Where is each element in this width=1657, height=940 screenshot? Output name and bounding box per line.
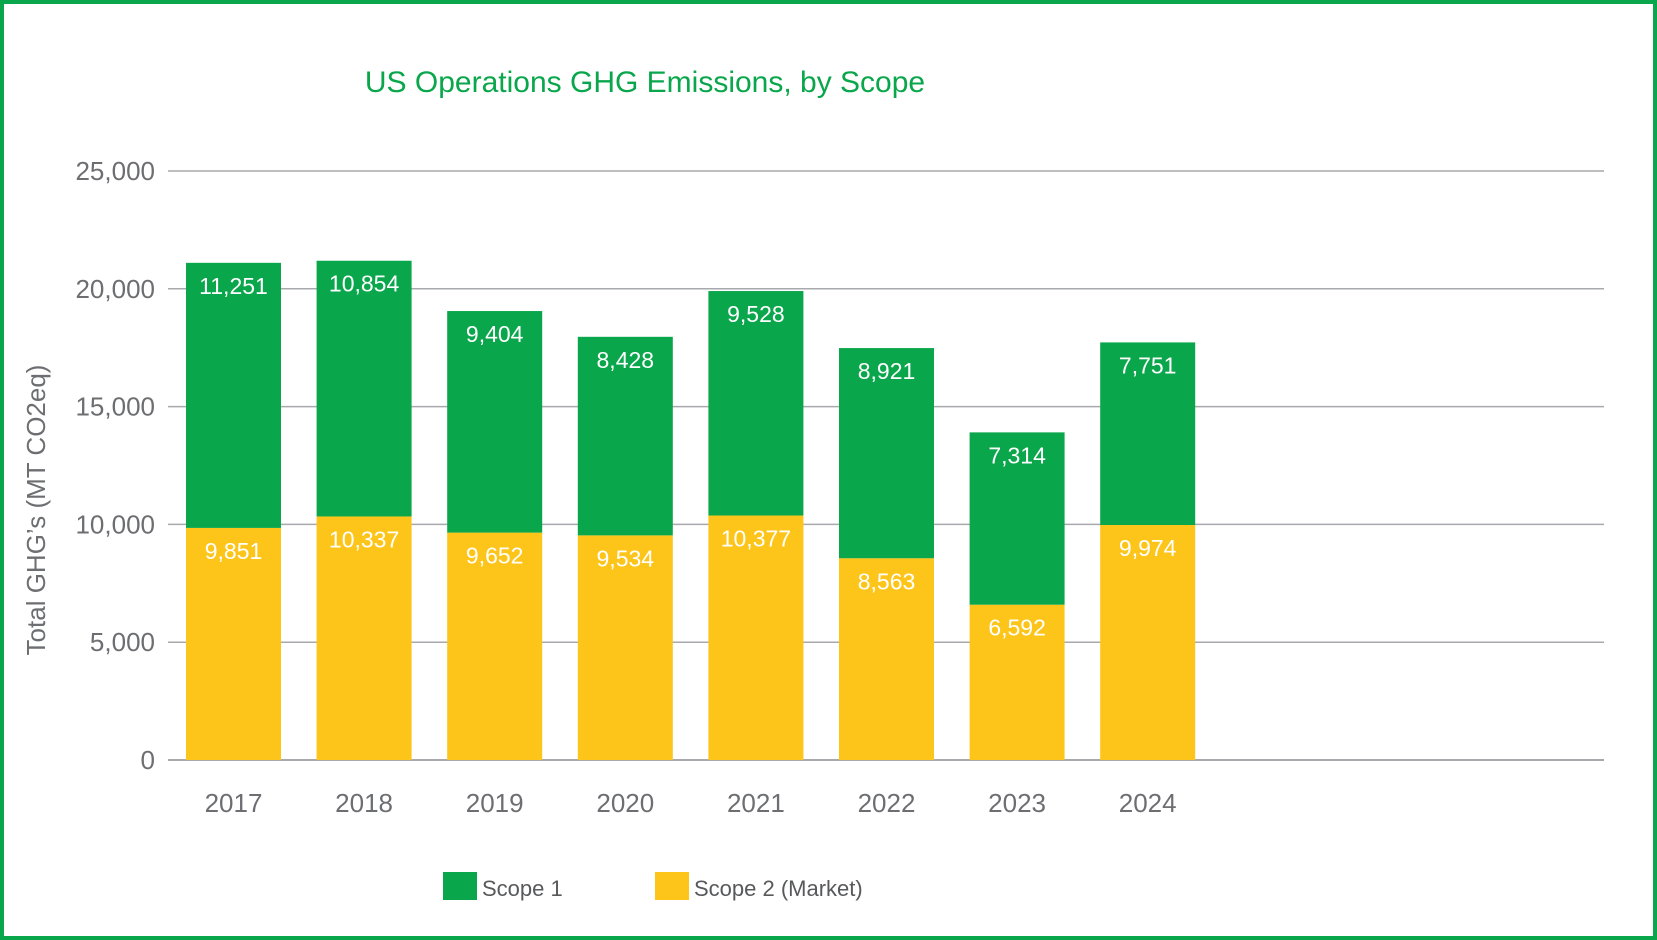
data-label-scope-1-2020: 8,428 xyxy=(597,347,655,373)
x-tick-label: 2023 xyxy=(988,788,1046,818)
data-label-scope-2-market-2019: 9,652 xyxy=(466,543,524,569)
chart-title: US Operations GHG Emissions, by Scope xyxy=(365,66,925,99)
data-label-scope-2-market-2024: 9,974 xyxy=(1119,535,1177,561)
bar-scope-2-market-2018 xyxy=(316,516,412,760)
bar-scope-2-market-2020 xyxy=(577,535,673,760)
data-label-scope-1-2021: 9,528 xyxy=(727,301,785,327)
y-tick-label: 5,000 xyxy=(90,627,155,657)
data-label-scope-2-market-2021: 10,377 xyxy=(721,526,791,552)
bar-scope-1-2024 xyxy=(1100,342,1196,526)
bar-scope-1-2019 xyxy=(447,311,543,533)
bar-scope-1-2018 xyxy=(316,260,412,517)
x-tick-label: 2024 xyxy=(1119,788,1177,818)
bar-scope-2-market-2024 xyxy=(1100,525,1196,760)
data-label-scope-1-2018: 10,854 xyxy=(329,271,400,297)
data-label-scope-2-market-2023: 6,592 xyxy=(988,615,1046,641)
data-label-scope-1-2023: 7,314 xyxy=(988,442,1046,468)
y-tick-label: 10,000 xyxy=(75,509,155,539)
y-tick-label: 25,000 xyxy=(75,156,155,186)
legend: Scope 1 Scope 2 (Market) xyxy=(443,872,863,901)
data-label-scope-2-market-2022: 8,563 xyxy=(858,568,916,594)
x-tick-label: 2019 xyxy=(466,788,524,818)
legend-label: Scope 1 xyxy=(482,876,563,901)
bar-scope-2-market-2022 xyxy=(839,558,934,760)
bar-scope-2-market-2019 xyxy=(447,532,543,760)
y-tick-label: 0 xyxy=(141,745,155,775)
bar-scope-1-2020 xyxy=(577,336,673,536)
legend-label: Scope 2 (Market) xyxy=(694,876,863,901)
x-tick-label: 2021 xyxy=(727,788,785,818)
data-label-scope-1-2022: 8,921 xyxy=(858,358,916,384)
y-tick-label: 15,000 xyxy=(75,392,155,422)
data-label-scope-1-2019: 9,404 xyxy=(466,321,524,347)
x-tick-label: 2018 xyxy=(335,788,393,818)
bar-scope-2-market-2017 xyxy=(186,527,281,760)
x-axis-ticks: 2017 2018 2019 2020 2021 2022 2023 2024 xyxy=(205,788,1177,818)
bar-series: 9,851 11,251 10,337 10,854 9,652 9,404 9,534 8,… xyxy=(186,260,1196,760)
x-tick-label: 2017 xyxy=(205,788,263,818)
bar-scope-1-2021 xyxy=(708,291,804,516)
y-axis-ticks: 0 5,000 10,000 15,000 20,000 25,000 xyxy=(75,156,155,775)
bar-scope-1-2023 xyxy=(969,432,1065,605)
x-tick-label: 2020 xyxy=(596,788,654,818)
bar-scope-1-2017 xyxy=(186,262,281,528)
bar-scope-2-market-2023 xyxy=(969,604,1065,760)
bar-scope-1-2022 xyxy=(839,348,934,559)
data-label-scope-2-market-2017: 9,851 xyxy=(205,538,263,564)
legend-swatch xyxy=(443,872,477,900)
data-label-scope-1-2024: 7,751 xyxy=(1119,352,1177,378)
bar-scope-2-market-2021 xyxy=(708,515,804,760)
data-label-scope-2-market-2020: 9,534 xyxy=(597,545,655,571)
legend-swatch xyxy=(655,872,689,900)
data-label-scope-2-market-2018: 10,337 xyxy=(329,526,399,552)
y-axis-label: Total GHG’s (MT CO2eq) xyxy=(21,365,51,656)
x-tick-label: 2022 xyxy=(858,788,916,818)
y-tick-label: 20,000 xyxy=(75,274,155,304)
data-label-scope-1-2017: 11,251 xyxy=(199,273,268,299)
